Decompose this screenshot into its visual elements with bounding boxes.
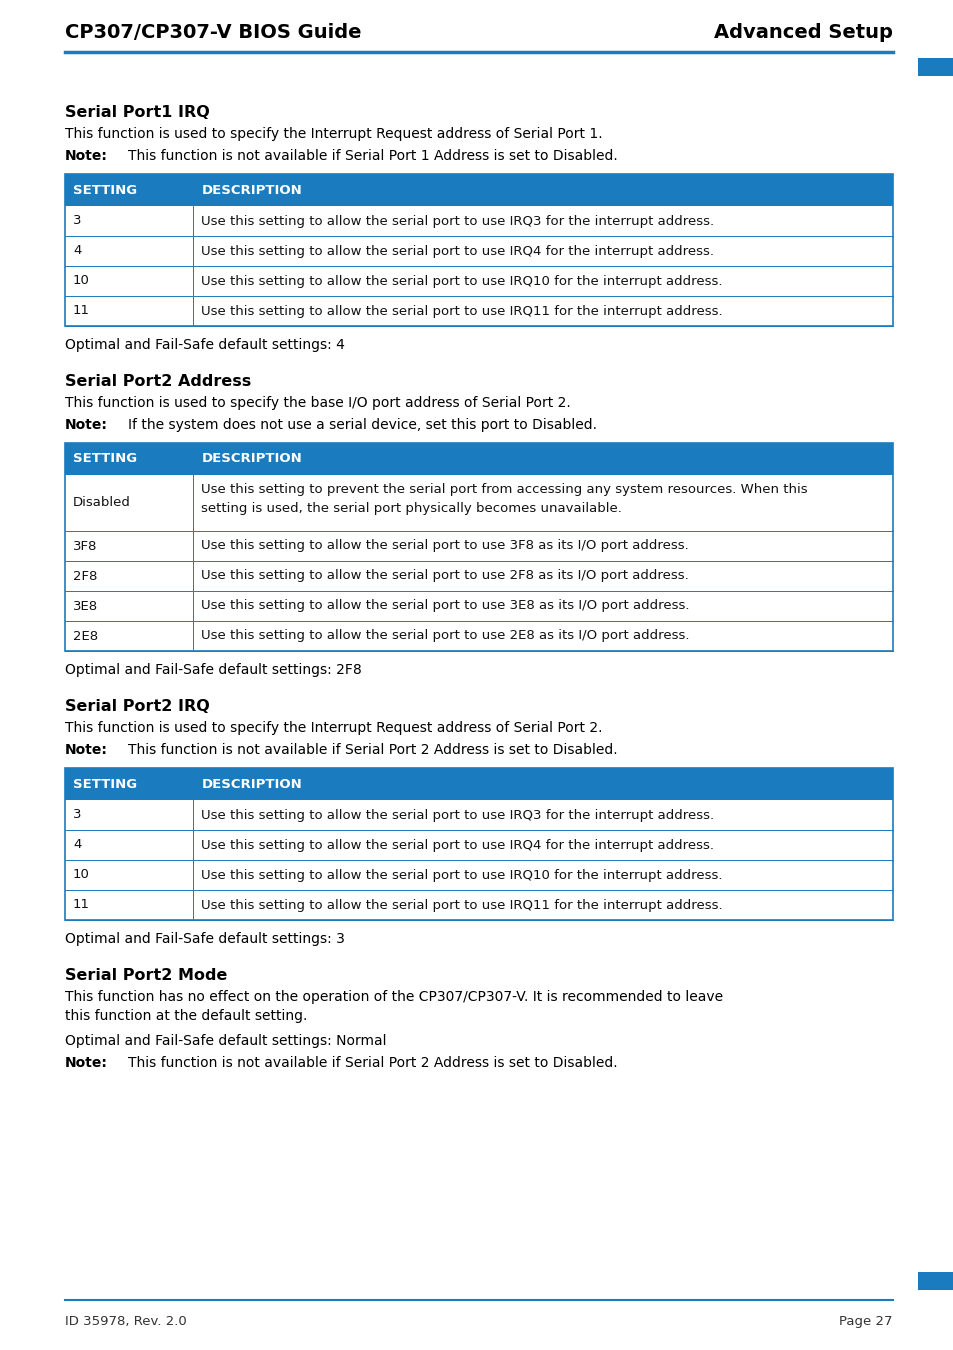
Bar [65, 531, 892, 562]
Text: CP307/CP307-V BIOS Guide: CP307/CP307-V BIOS Guide [65, 23, 361, 42]
Bar [65, 621, 892, 651]
Bar [65, 207, 892, 236]
Text: This function is not available if Serial Port 1 Address is set to Disabled.: This function is not available if Serial… [128, 148, 618, 163]
Text: This function has no effect on the operation of the CP307/CP307-V. It is recomme: This function has no effect on the opera… [65, 990, 722, 1004]
Text: Use this setting to allow the serial port to use 3E8 as its I/O port address.: Use this setting to allow the serial por… [201, 599, 689, 613]
Text: Note:: Note: [65, 1056, 108, 1071]
Text: 4: 4 [73, 838, 81, 852]
Text: 3: 3 [73, 215, 81, 228]
Text: Note:: Note: [65, 148, 108, 163]
Text: This function is used to specify the Interrupt Request address of Serial Port 2.: This function is used to specify the Int… [65, 721, 602, 734]
Bar [65, 236, 892, 266]
Bar [65, 174, 892, 325]
Bar [65, 768, 892, 919]
Text: Optimal and Fail-Safe default settings: 3: Optimal and Fail-Safe default settings: … [65, 931, 345, 946]
Text: 11: 11 [73, 305, 90, 317]
Text: Serial Port2 IRQ: Serial Port2 IRQ [65, 699, 210, 714]
Text: 3F8: 3F8 [73, 540, 97, 552]
Text: Use this setting to prevent the serial port from accessing any system resources.: Use this setting to prevent the serial p… [201, 483, 807, 495]
Bar [65, 801, 892, 830]
Text: Use this setting to allow the serial port to use IRQ10 for the interrupt address: Use this setting to allow the serial por… [201, 868, 722, 882]
Text: setting is used, the serial port physically becomes unavailable.: setting is used, the serial port physica… [201, 502, 621, 514]
Text: Serial Port2 Address: Serial Port2 Address [65, 374, 251, 389]
Bar [65, 174, 892, 207]
Bar [65, 768, 892, 801]
Text: Use this setting to allow the serial port to use IRQ3 for the interrupt address.: Use this setting to allow the serial por… [201, 215, 714, 228]
Text: Use this setting to allow the serial port to use IRQ11 for the interrupt address: Use this setting to allow the serial por… [201, 899, 722, 911]
Text: Optimal and Fail-Safe default settings: 4: Optimal and Fail-Safe default settings: … [65, 338, 345, 352]
Text: Page 27: Page 27 [839, 1315, 892, 1328]
Text: this function at the default setting.: this function at the default setting. [65, 1008, 307, 1023]
Text: Note:: Note: [65, 743, 108, 757]
Bar [65, 296, 892, 325]
Text: Advanced Setup: Advanced Setup [714, 23, 892, 42]
Bar [65, 562, 892, 591]
Bar [65, 443, 892, 651]
Bar [65, 860, 892, 890]
Text: DESCRIPTION: DESCRIPTION [201, 778, 302, 791]
Text: 3: 3 [73, 809, 81, 822]
Text: Disabled: Disabled [73, 497, 131, 509]
Text: 11: 11 [73, 899, 90, 911]
Text: DESCRIPTION: DESCRIPTION [201, 184, 302, 197]
Text: This function is used to specify the base I/O port address of Serial Port 2.: This function is used to specify the bas… [65, 396, 570, 410]
Text: This function is not available if Serial Port 2 Address is set to Disabled.: This function is not available if Serial… [128, 743, 617, 757]
Text: DESCRIPTION: DESCRIPTION [201, 452, 302, 466]
Text: Use this setting to allow the serial port to use IRQ3 for the interrupt address.: Use this setting to allow the serial por… [201, 809, 714, 822]
Text: If the system does not use a serial device, set this port to Disabled.: If the system does not use a serial devi… [128, 418, 597, 432]
Text: This function is used to specify the Interrupt Request address of Serial Port 1.: This function is used to specify the Int… [65, 127, 602, 140]
Bar [917, 58, 953, 76]
Text: 3E8: 3E8 [73, 599, 98, 613]
Bar [65, 890, 892, 919]
Text: Note:: Note: [65, 418, 108, 432]
Text: 2E8: 2E8 [73, 629, 98, 643]
Bar [65, 830, 892, 860]
Text: Use this setting to allow the serial port to use 3F8 as its I/O port address.: Use this setting to allow the serial por… [201, 540, 688, 552]
Text: SETTING: SETTING [73, 452, 137, 466]
Text: Optimal and Fail-Safe default settings: 2F8: Optimal and Fail-Safe default settings: … [65, 663, 361, 676]
Bar [917, 1272, 953, 1291]
Bar [65, 266, 892, 296]
Text: ID 35978, Rev. 2.0: ID 35978, Rev. 2.0 [65, 1315, 187, 1328]
Text: Use this setting to allow the serial port to use 2E8 as its I/O port address.: Use this setting to allow the serial por… [201, 629, 689, 643]
Text: 10: 10 [73, 868, 90, 882]
Text: This function is not available if Serial Port 2 Address is set to Disabled.: This function is not available if Serial… [128, 1056, 617, 1071]
Text: Use this setting to allow the serial port to use IRQ11 for the interrupt address: Use this setting to allow the serial por… [201, 305, 722, 317]
Text: 10: 10 [73, 274, 90, 288]
Bar [65, 475, 892, 531]
Text: Optimal and Fail-Safe default settings: Normal: Optimal and Fail-Safe default settings: … [65, 1034, 386, 1048]
Text: SETTING: SETTING [73, 184, 137, 197]
Text: Serial Port2 Mode: Serial Port2 Mode [65, 968, 227, 983]
Text: 2F8: 2F8 [73, 570, 97, 582]
Text: Serial Port1 IRQ: Serial Port1 IRQ [65, 105, 210, 120]
Bar [65, 443, 892, 475]
Text: Use this setting to allow the serial port to use IRQ4 for the interrupt address.: Use this setting to allow the serial por… [201, 244, 714, 258]
Bar [65, 591, 892, 621]
Text: Use this setting to allow the serial port to use IRQ4 for the interrupt address.: Use this setting to allow the serial por… [201, 838, 714, 852]
Text: Use this setting to allow the serial port to use 2F8 as its I/O port address.: Use this setting to allow the serial por… [201, 570, 688, 582]
Text: SETTING: SETTING [73, 778, 137, 791]
Text: 4: 4 [73, 244, 81, 258]
Text: Use this setting to allow the serial port to use IRQ10 for the interrupt address: Use this setting to allow the serial por… [201, 274, 722, 288]
